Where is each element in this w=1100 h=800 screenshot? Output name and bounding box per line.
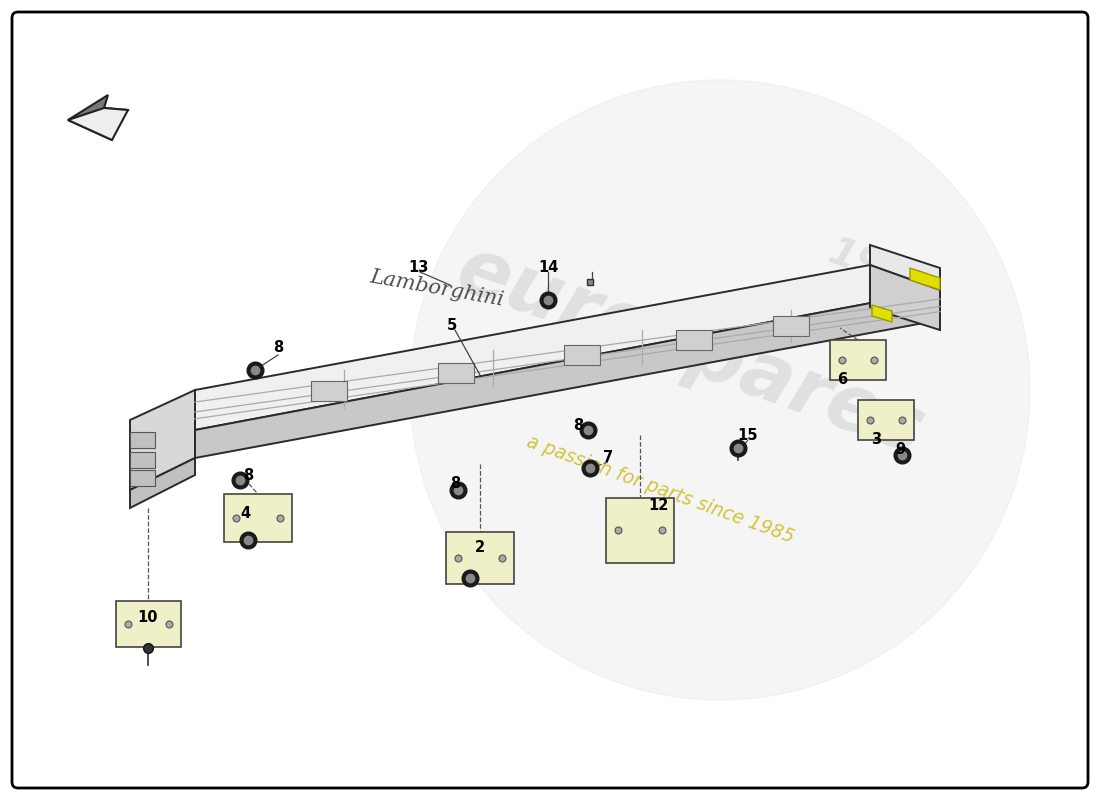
Polygon shape bbox=[130, 432, 155, 448]
Text: 3: 3 bbox=[871, 433, 881, 447]
Polygon shape bbox=[872, 305, 892, 322]
Polygon shape bbox=[195, 265, 940, 430]
FancyBboxPatch shape bbox=[858, 400, 914, 440]
Text: 8: 8 bbox=[273, 341, 283, 355]
Polygon shape bbox=[676, 330, 712, 350]
FancyBboxPatch shape bbox=[224, 494, 292, 542]
Polygon shape bbox=[68, 95, 128, 140]
Polygon shape bbox=[130, 390, 195, 490]
Text: 13: 13 bbox=[408, 261, 428, 275]
Text: 4: 4 bbox=[240, 506, 250, 522]
Polygon shape bbox=[410, 80, 1030, 700]
Text: 2: 2 bbox=[475, 541, 485, 555]
Polygon shape bbox=[130, 452, 155, 468]
Text: 1985: 1985 bbox=[823, 234, 937, 306]
Text: 8: 8 bbox=[573, 418, 583, 433]
Text: a passion for parts since 1985: a passion for parts since 1985 bbox=[524, 433, 796, 547]
Polygon shape bbox=[870, 265, 940, 330]
Text: 5: 5 bbox=[447, 318, 458, 333]
Polygon shape bbox=[311, 381, 348, 401]
Text: 7: 7 bbox=[603, 450, 613, 466]
Text: 12: 12 bbox=[648, 498, 668, 513]
Text: 8: 8 bbox=[450, 475, 460, 490]
Text: 15: 15 bbox=[738, 429, 758, 443]
Polygon shape bbox=[68, 108, 128, 140]
Polygon shape bbox=[130, 458, 195, 508]
FancyBboxPatch shape bbox=[606, 498, 674, 562]
Text: Lamborghini: Lamborghini bbox=[368, 267, 505, 309]
Text: 8: 8 bbox=[243, 469, 253, 483]
Polygon shape bbox=[438, 363, 474, 383]
Polygon shape bbox=[910, 268, 940, 290]
FancyBboxPatch shape bbox=[446, 532, 514, 584]
Text: 10: 10 bbox=[138, 610, 158, 626]
Text: 14: 14 bbox=[538, 261, 558, 275]
Text: eurospares: eurospares bbox=[446, 230, 934, 470]
Polygon shape bbox=[195, 290, 940, 458]
Text: 6: 6 bbox=[837, 373, 847, 387]
Polygon shape bbox=[773, 316, 808, 336]
FancyBboxPatch shape bbox=[830, 340, 886, 380]
Polygon shape bbox=[870, 245, 940, 290]
FancyBboxPatch shape bbox=[116, 601, 180, 647]
FancyBboxPatch shape bbox=[12, 12, 1088, 788]
Polygon shape bbox=[130, 470, 155, 486]
Text: 9: 9 bbox=[895, 442, 905, 458]
Polygon shape bbox=[564, 346, 601, 366]
